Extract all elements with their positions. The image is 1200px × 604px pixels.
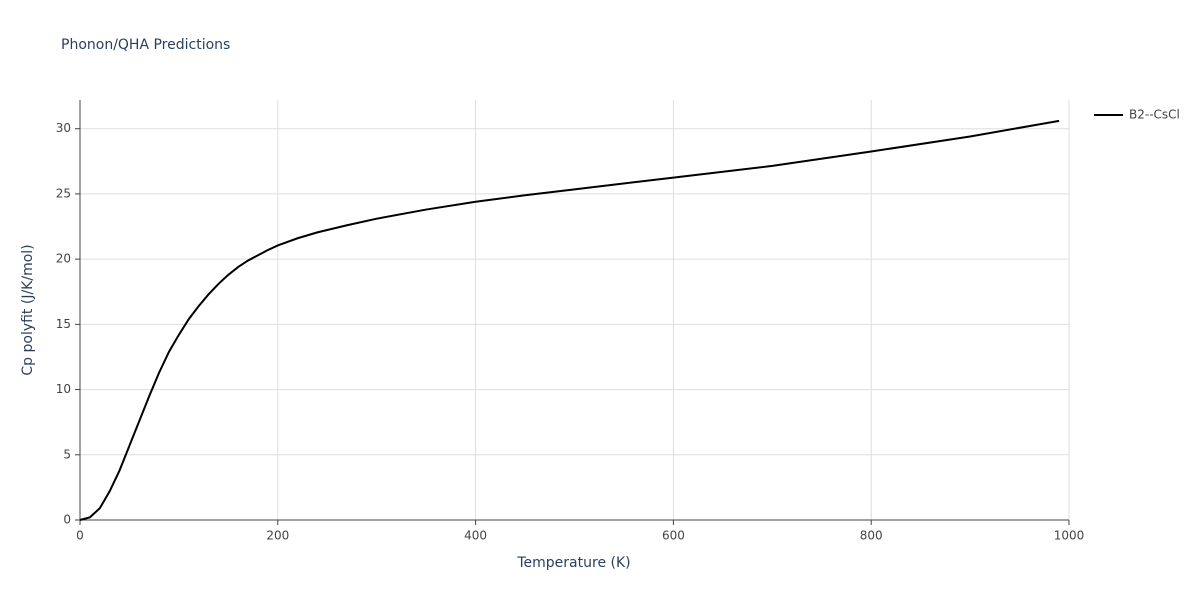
x-tick-label: 400 xyxy=(464,529,487,543)
y-tick-label: 15 xyxy=(56,317,71,331)
x-tick-label: 800 xyxy=(860,529,883,543)
y-axis-label: Cp polyfit (J/K/mol) xyxy=(20,244,36,375)
legend-label: B2--CsCl xyxy=(1129,108,1180,122)
y-tick-label: 10 xyxy=(56,382,71,396)
x-tick-label: 200 xyxy=(266,529,289,543)
y-tick-label: 30 xyxy=(56,121,71,135)
chart-title: Phonon/QHA Predictions xyxy=(61,37,230,53)
y-tick-label: 20 xyxy=(56,252,71,266)
y-tick-label: 25 xyxy=(56,186,71,200)
x-tick-label: 600 xyxy=(662,529,685,543)
y-tick-label: 5 xyxy=(63,447,71,461)
x-tick-label: 0 xyxy=(76,529,84,543)
x-tick-label: 1000 xyxy=(1054,529,1085,543)
y-tick-label: 0 xyxy=(63,513,71,527)
data-line xyxy=(79,119,1060,521)
x-axis-label: Temperature (K) xyxy=(516,555,630,571)
